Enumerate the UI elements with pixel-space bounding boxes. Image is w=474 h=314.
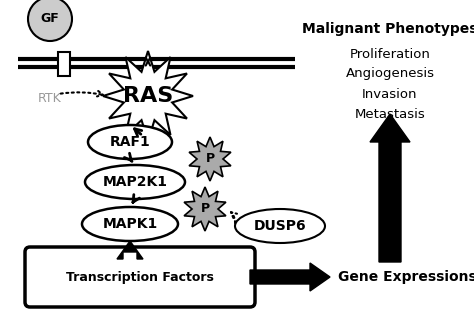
Ellipse shape bbox=[88, 125, 172, 159]
Text: RAF1: RAF1 bbox=[109, 135, 150, 149]
Polygon shape bbox=[189, 137, 231, 181]
Text: Metastasis: Metastasis bbox=[355, 107, 425, 121]
Polygon shape bbox=[103, 51, 193, 141]
Polygon shape bbox=[370, 114, 410, 262]
Text: MAPK1: MAPK1 bbox=[102, 217, 158, 231]
Bar bbox=[58, 52, 70, 76]
Text: Malignant Phenotypes: Malignant Phenotypes bbox=[302, 22, 474, 36]
Polygon shape bbox=[250, 263, 330, 291]
Text: Invasion: Invasion bbox=[362, 88, 418, 100]
Text: Proliferation: Proliferation bbox=[349, 47, 430, 61]
Text: RAS: RAS bbox=[123, 86, 173, 106]
Text: MAP2K1: MAP2K1 bbox=[102, 175, 167, 189]
Text: GF: GF bbox=[41, 13, 59, 25]
Text: Gene Expressions: Gene Expressions bbox=[338, 270, 474, 284]
Text: Angiogenesis: Angiogenesis bbox=[346, 68, 435, 80]
Text: DUSP6: DUSP6 bbox=[254, 219, 306, 233]
Ellipse shape bbox=[85, 165, 185, 199]
Text: P: P bbox=[205, 153, 215, 165]
Circle shape bbox=[28, 0, 72, 41]
Text: Transcription Factors: Transcription Factors bbox=[66, 270, 214, 284]
Polygon shape bbox=[117, 241, 143, 259]
Polygon shape bbox=[184, 187, 226, 231]
Text: P: P bbox=[201, 203, 210, 215]
Ellipse shape bbox=[82, 207, 178, 241]
Text: RTK: RTK bbox=[38, 93, 62, 106]
FancyBboxPatch shape bbox=[25, 247, 255, 307]
Ellipse shape bbox=[235, 209, 325, 243]
